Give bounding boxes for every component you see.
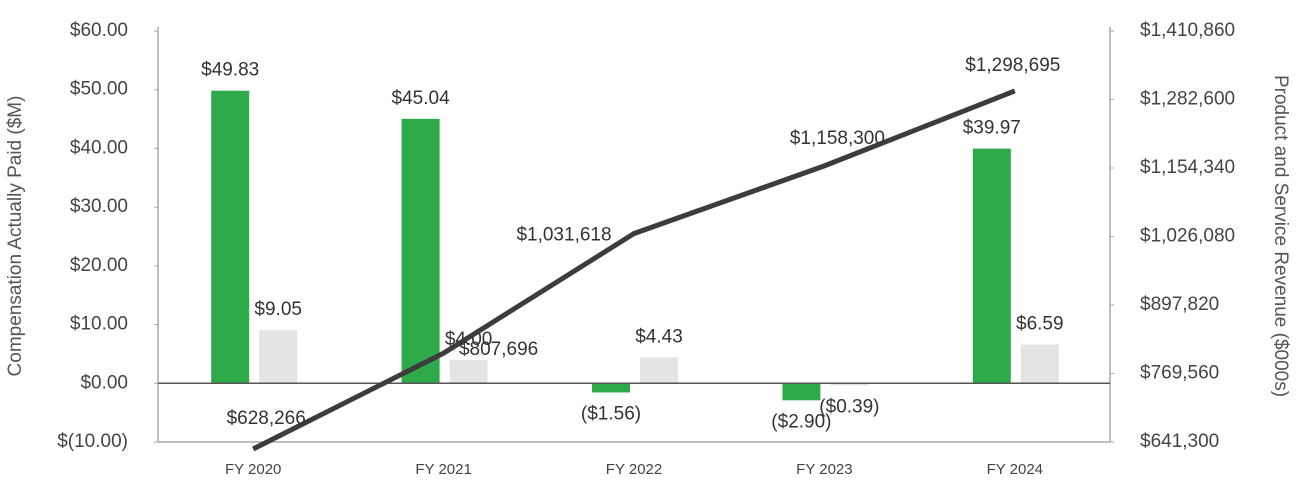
y2-tick-label: $769,560	[1140, 363, 1219, 384]
data-label: $4.43	[635, 326, 683, 347]
y-tick-label: $40.00	[70, 137, 128, 158]
x-tick-label: FY 2020	[225, 461, 281, 478]
bar	[640, 357, 678, 384]
data-label: $1,031,618	[516, 225, 611, 246]
x-tick-label: FY 2021	[415, 461, 471, 478]
y2-tick-label: $1,282,600	[1140, 89, 1235, 110]
line	[252, 88, 1016, 452]
y-tick-label: $60.00	[70, 20, 128, 41]
bar	[211, 90, 250, 384]
y-tick-label: $10.00	[70, 314, 128, 335]
y2-tick-label: $641,300	[1140, 431, 1219, 452]
y-tick-label: $0.00	[80, 372, 128, 393]
y-tick-label: $20.00	[70, 255, 128, 276]
bar	[401, 118, 440, 384]
data-label: $1,298,695	[965, 55, 1060, 76]
y-tick-label: $(10.00)	[57, 431, 128, 452]
data-label: $45.04	[392, 88, 451, 109]
data-label: $628,266	[227, 408, 306, 429]
bar	[449, 359, 488, 384]
x-tick-label: FY 2023	[796, 461, 852, 478]
bar	[972, 148, 1011, 384]
data-label: $6.59	[1016, 314, 1064, 335]
data-label: ($0.39)	[819, 397, 879, 418]
data-label: ($1.56)	[581, 403, 641, 424]
y2-axis-title: Product and Service Revenue ($000s)	[1270, 75, 1291, 397]
bar	[830, 383, 869, 386]
y2-tick-label: $1,410,860	[1140, 20, 1235, 41]
data-label: ($2.90)	[771, 411, 831, 432]
bar	[782, 383, 821, 401]
y-tick-label: $50.00	[70, 79, 128, 100]
y2-tick-label: $1,026,080	[1140, 226, 1235, 247]
data-label: $39.97	[963, 118, 1021, 139]
data-label: $49.83	[201, 60, 259, 81]
bar	[592, 383, 630, 393]
y-axis-title: Compensation Actually Paid ($M)	[5, 96, 26, 377]
data-label: $807,696	[459, 339, 538, 360]
x-tick-label: FY 2024	[987, 461, 1043, 478]
data-label: $1,158,300	[790, 128, 885, 149]
data-label: $9.05	[254, 299, 302, 320]
y-tick-label: $30.00	[70, 196, 128, 217]
x-tick-label: FY 2022	[606, 461, 662, 478]
y2-tick-label: $1,154,340	[1140, 157, 1235, 178]
bar	[1020, 344, 1059, 384]
bar	[259, 330, 298, 384]
y2-tick-label: $897,820	[1140, 294, 1219, 315]
